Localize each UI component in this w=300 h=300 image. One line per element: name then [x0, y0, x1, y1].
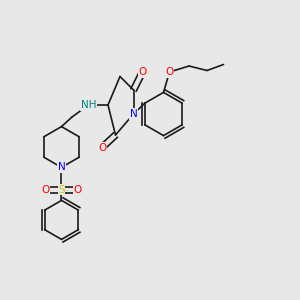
Text: NH: NH — [81, 100, 96, 110]
Text: N: N — [58, 162, 65, 172]
Text: O: O — [165, 67, 174, 77]
Text: O: O — [41, 185, 49, 195]
Text: O: O — [74, 185, 82, 195]
Text: S: S — [58, 185, 65, 195]
Text: O: O — [98, 142, 106, 153]
Text: O: O — [138, 67, 147, 77]
Text: N: N — [130, 109, 137, 119]
